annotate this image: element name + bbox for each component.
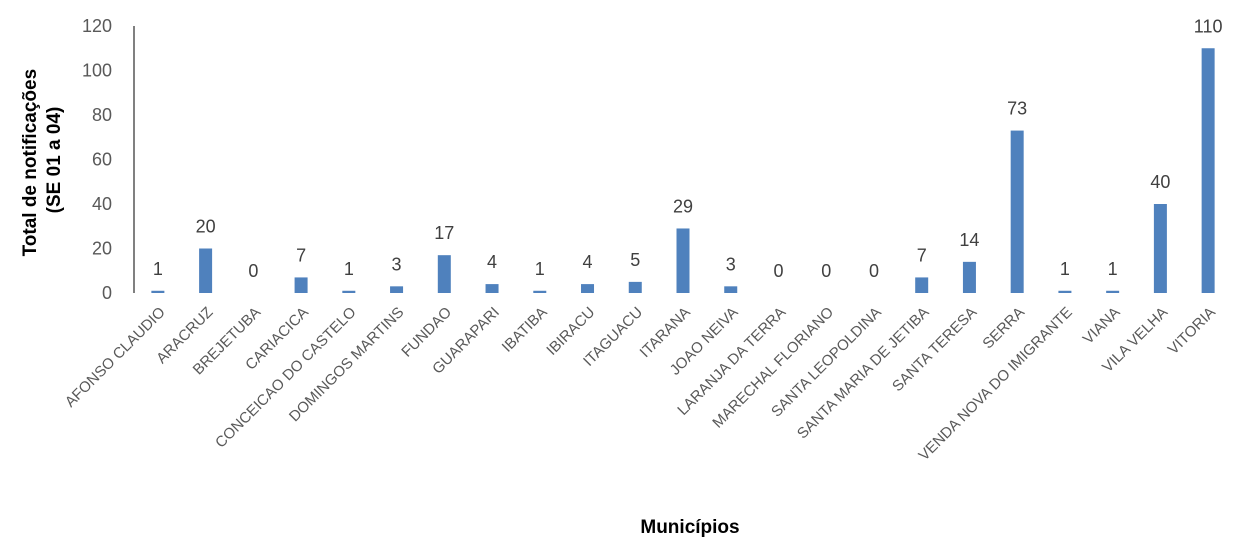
bar	[1058, 290, 1072, 293]
bar	[199, 248, 213, 293]
y-tick-label: 100	[82, 61, 112, 81]
data-label: 0	[821, 261, 831, 281]
data-label: 17	[434, 223, 454, 243]
bar	[151, 290, 165, 293]
y-axis-ticks: 0 20 40 60 80 100 120	[82, 16, 112, 303]
data-label: 4	[487, 252, 497, 272]
y-tick-label: 60	[92, 150, 112, 170]
data-label: 7	[917, 245, 927, 265]
bar	[533, 290, 547, 293]
y-axis-title-line1: Total de notificações	[20, 69, 41, 257]
bar	[390, 286, 404, 293]
bar	[724, 286, 738, 293]
y-tick-label: 80	[92, 105, 112, 125]
y-tick-label: 40	[92, 194, 112, 214]
data-label: 4	[583, 252, 593, 272]
y-tick-label: 20	[92, 239, 112, 259]
y-tick-label: 0	[102, 283, 112, 303]
data-label: 3	[392, 254, 402, 274]
bar	[437, 255, 451, 293]
data-label: 7	[296, 245, 306, 265]
data-label: 20	[196, 217, 216, 237]
data-label: 1	[535, 259, 545, 279]
data-label: 29	[673, 196, 693, 216]
bar	[581, 284, 595, 293]
data-label: 73	[1007, 99, 1027, 119]
category-label: AFONSO CLAUDIO	[62, 304, 169, 411]
data-label: 5	[630, 250, 640, 270]
data-label: 1	[1108, 259, 1118, 279]
category-label: SANTA TERESA	[889, 304, 980, 395]
data-label: 0	[248, 261, 258, 281]
bar	[676, 228, 690, 293]
bar	[1010, 130, 1024, 293]
data-label: 14	[959, 230, 979, 250]
bar	[342, 290, 356, 293]
data-label: 3	[726, 254, 736, 274]
bar	[915, 277, 929, 293]
category-label: SERRA	[979, 304, 1028, 353]
svg-text:Total de notificações (S: Total de notificações (SE 01 a 04)	[20, 64, 65, 257]
bar	[485, 284, 499, 293]
x-axis-title: Municípios	[640, 517, 739, 538]
data-label: 1	[1060, 259, 1070, 279]
bar	[1106, 290, 1120, 293]
category-labels-group: AFONSO CLAUDIOARACRUZBREJETUBACARIACICAC…	[62, 304, 1219, 464]
y-axis-title-line2: (SE 01 a 04)	[44, 107, 65, 214]
bar	[294, 277, 308, 293]
category-label: VITORIA	[1165, 304, 1219, 358]
category-label: IBATIBA	[499, 304, 551, 356]
bar	[628, 281, 642, 293]
data-label: 40	[1150, 172, 1170, 192]
bars-group	[151, 48, 1215, 293]
data-label: 0	[773, 261, 783, 281]
data-label: 1	[153, 259, 163, 279]
bar	[962, 261, 976, 293]
y-tick-label: 120	[82, 16, 112, 36]
data-label: 0	[869, 261, 879, 281]
category-label: VIANA	[1080, 304, 1124, 348]
data-label: 110	[1194, 16, 1223, 36]
bar	[1153, 204, 1167, 293]
bar	[1201, 48, 1215, 293]
data-label: 1	[344, 259, 354, 279]
